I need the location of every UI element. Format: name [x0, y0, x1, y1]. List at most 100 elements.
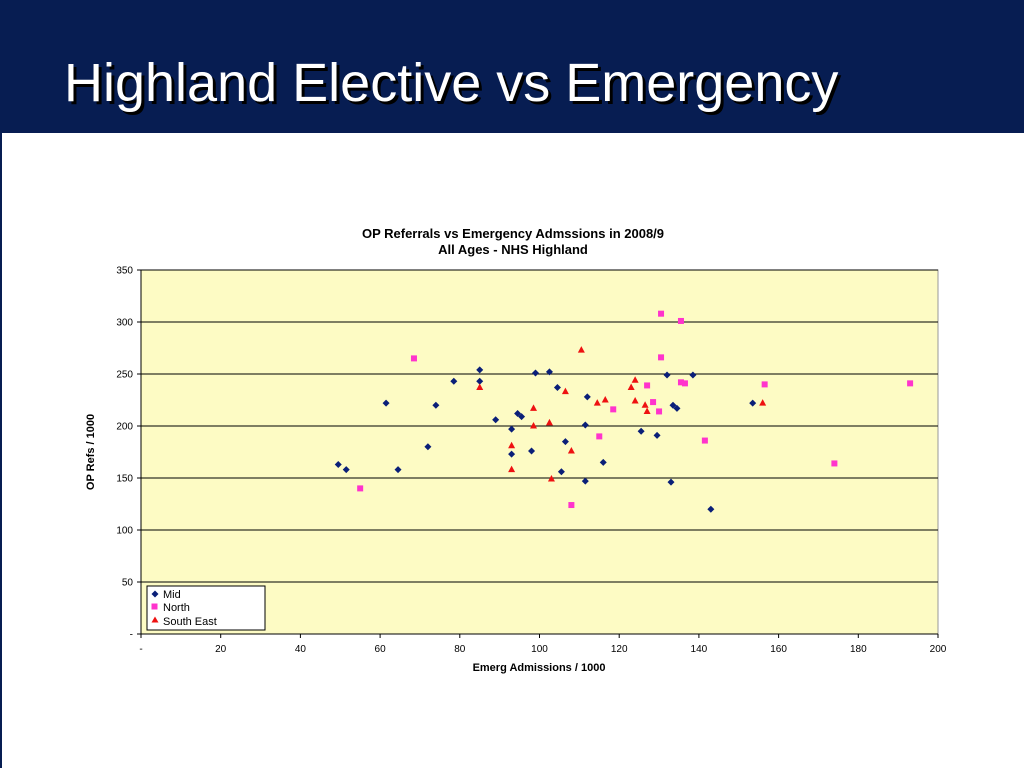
- data-point-south-east: [508, 465, 516, 473]
- legend-marker-south-east: [151, 616, 159, 623]
- data-point-south-east: [545, 418, 553, 426]
- data-point-mid: [514, 410, 522, 418]
- data-points: [334, 310, 914, 513]
- data-point-south-east: [530, 404, 538, 411]
- data-point-mid: [557, 468, 565, 476]
- data-point-south-east: [508, 441, 516, 449]
- data-point-south-east: [641, 401, 649, 408]
- data-point-south-east: [643, 407, 651, 414]
- y-tick-label: 100: [116, 526, 133, 537]
- legend-marker-north: [151, 603, 158, 610]
- data-point-mid: [581, 477, 589, 485]
- data-point-mid: [532, 369, 540, 377]
- data-point-mid: [432, 401, 440, 409]
- data-point-mid: [492, 416, 500, 424]
- legend-label-south-east: South East: [163, 616, 217, 628]
- title-bar: Highland Elective vs Emergency: [0, 0, 1024, 133]
- legend-box: [146, 585, 266, 631]
- data-point-north: [610, 406, 617, 413]
- x-tick-label: 100: [531, 644, 548, 655]
- data-point-mid: [334, 460, 342, 468]
- data-point-mid: [476, 377, 484, 385]
- y-tick-label: 250: [116, 370, 133, 381]
- data-point-mid: [583, 393, 591, 401]
- chart-title: OP Referrals vs Emergency Admssions in 2…: [362, 226, 664, 241]
- legend-label-north: North: [163, 602, 190, 614]
- data-point-mid: [382, 399, 390, 407]
- data-point-south-east: [631, 376, 639, 383]
- data-point-mid: [667, 478, 675, 486]
- data-point-mid: [553, 384, 561, 392]
- chart-subtitle: All Ages - NHS Highland: [438, 242, 588, 257]
- data-point-mid: [518, 413, 526, 421]
- scatter-chart: OP Referrals vs Emergency Admssions in 2…: [85, 226, 947, 674]
- x-tick-label: 20: [215, 644, 227, 655]
- x-tick-label: 140: [691, 644, 708, 655]
- slide-title: Highland Elective vs Emergency: [64, 53, 839, 113]
- legend-marker-mid: [151, 590, 159, 598]
- data-point-north: [701, 437, 708, 444]
- data-point-mid: [424, 443, 432, 451]
- x-tick-label: 60: [375, 644, 387, 655]
- y-tick-label: 300: [116, 318, 133, 329]
- data-point-mid: [476, 366, 484, 374]
- x-axis-ticks: - 20 40 60 80 100 120 140 160 180 200: [139, 634, 947, 655]
- data-point-mid: [673, 404, 681, 412]
- data-point-mid: [707, 505, 715, 513]
- x-axis-label: Emerg Admissions / 1000: [473, 662, 606, 674]
- data-point-north: [907, 380, 914, 387]
- data-point-mid: [637, 427, 645, 435]
- data-point-north: [677, 379, 684, 386]
- data-point-north: [831, 460, 838, 467]
- x-tick-label: 120: [611, 644, 628, 655]
- data-point-south-east: [547, 475, 555, 482]
- data-point-south-east: [759, 399, 767, 406]
- data-point-north: [656, 408, 663, 415]
- x-tick-label: 200: [930, 644, 947, 655]
- data-point-north: [596, 433, 603, 440]
- x-tick-label: -: [139, 644, 142, 655]
- data-point-mid: [581, 421, 589, 429]
- data-point-north: [644, 382, 651, 389]
- y-axis-label: OP Refs / 1000: [85, 414, 97, 490]
- legend-label-mid: Mid: [163, 589, 181, 601]
- y-tick-label: 50: [122, 578, 134, 589]
- data-point-mid: [528, 447, 536, 455]
- data-point-north: [761, 381, 768, 388]
- data-point-south-east: [577, 346, 585, 353]
- data-point-mid: [663, 371, 671, 379]
- x-tick-label: 40: [295, 644, 307, 655]
- plot-area: [140, 269, 939, 635]
- data-point-mid: [561, 438, 569, 446]
- grid-lines: [141, 269, 938, 583]
- data-point-mid: [599, 458, 607, 466]
- data-point-north: [658, 354, 665, 361]
- data-point-mid: [689, 371, 697, 379]
- data-point-mid: [669, 401, 677, 409]
- data-point-north: [658, 310, 665, 317]
- y-tick-label: 350: [116, 266, 133, 277]
- y-tick-label: 200: [116, 422, 133, 433]
- legend: Mid North South East: [146, 585, 266, 631]
- data-point-south-east: [593, 399, 601, 406]
- y-axis-ticks: - 50 100 150 200 250 300 350: [116, 266, 141, 641]
- data-point-mid: [394, 466, 402, 474]
- data-point-north: [568, 502, 575, 509]
- data-point-south-east: [530, 422, 538, 429]
- content-area: OP Referrals vs Emergency Admssions in 2…: [0, 133, 1024, 768]
- data-point-north: [650, 399, 657, 406]
- data-point-mid: [749, 399, 757, 407]
- data-point-south-east: [561, 387, 569, 395]
- data-point-mid: [545, 368, 553, 376]
- y-tick-label: 150: [116, 474, 133, 485]
- data-point-south-east: [601, 396, 609, 403]
- y-tick-label: -: [130, 630, 133, 641]
- data-point-south-east: [631, 397, 639, 404]
- data-point-north: [677, 317, 684, 324]
- x-tick-label: 180: [850, 644, 867, 655]
- data-point-south-east: [627, 383, 635, 391]
- data-point-mid: [342, 466, 350, 474]
- x-tick-label: 160: [770, 644, 787, 655]
- data-point-north: [410, 355, 417, 362]
